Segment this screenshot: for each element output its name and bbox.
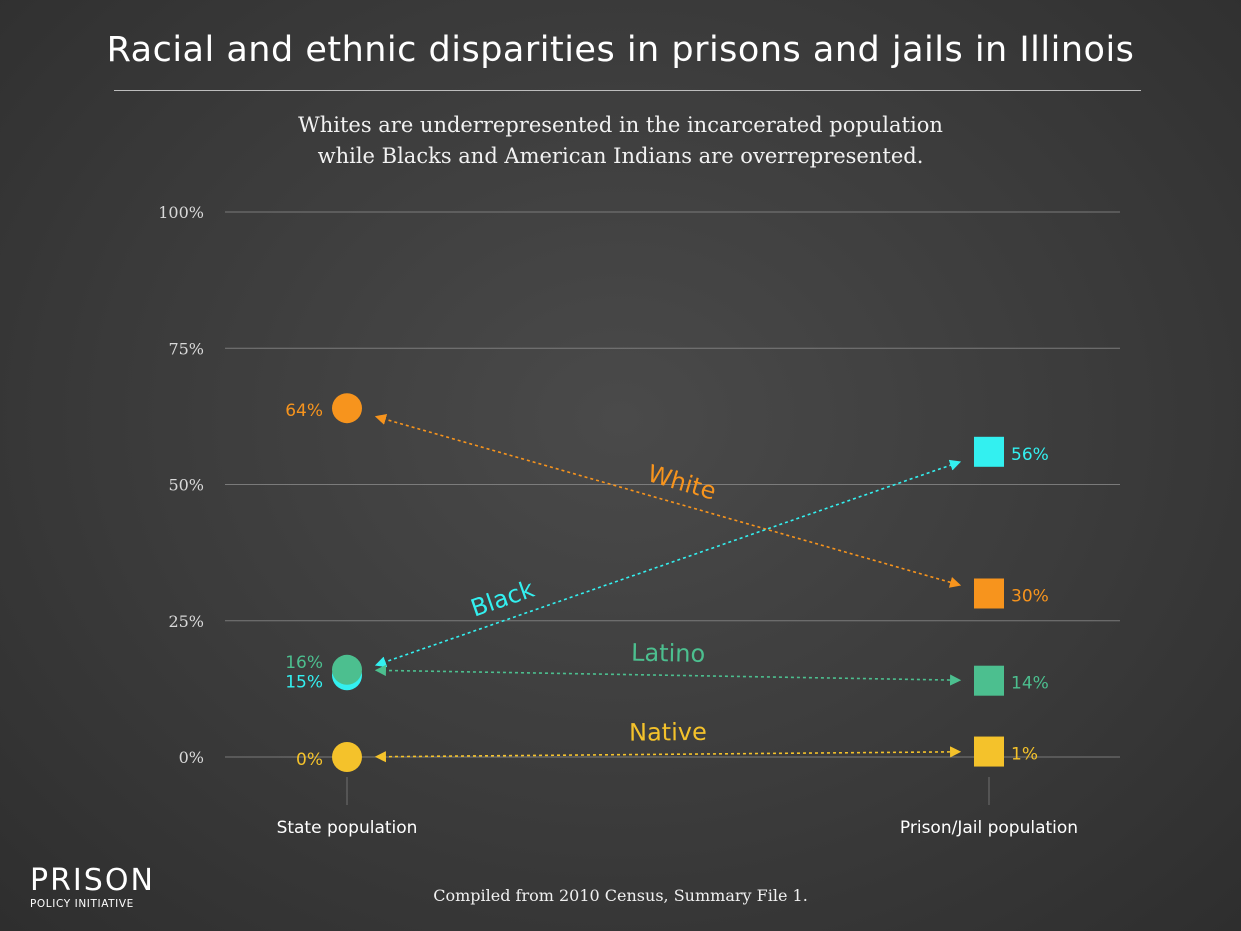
data-label-state-white: 64% [285,401,323,421]
point-prison-white [974,578,1004,609]
data-label-state-black: 15% [285,672,323,692]
point-prison-latino [974,665,1004,696]
connector-white [374,413,962,588]
logo-subtext: POLICY INITIATIVE [30,898,134,910]
connector-black [374,459,962,668]
series-layer [332,393,1004,772]
subtitle-line-2: while Blacks and American Indians are ov… [317,144,924,168]
connector-latino [374,664,962,686]
data-label-state-latino: 16% [285,653,323,673]
series-name-latino: Latino [631,639,706,668]
series-name-native: Native [629,718,707,747]
x-tick-label: State population [277,818,418,838]
y-tick-label: 50% [168,476,204,495]
connector-native [374,746,962,763]
label-layer: 64% 30% White 15% 56% Black 16% 14% Latino 0% 1% Na… [285,401,1049,770]
subtitle-line-1: Whites are underrepresented in the incar… [298,113,943,137]
point-prison-native [974,736,1004,767]
data-label-prison-latino: 14% [1011,674,1049,694]
title-divider [114,90,1141,91]
y-tick-label: 75% [168,339,204,358]
x-tick-label: Prison/Jail population [900,818,1078,838]
data-label-state-native: 0% [296,750,323,770]
point-prison-black [974,436,1004,467]
logo-wordmark: PRISON [30,863,155,898]
y-tick-label: 25% [168,612,204,631]
data-label-prison-black: 56% [1011,445,1049,465]
series-name-white: White [644,459,719,505]
point-state-latino [332,654,362,685]
point-state-native [332,742,362,772]
data-label-prison-white: 30% [1011,587,1049,607]
y-tick-label: 100% [158,203,204,222]
axis-layer: 0% 25% 50% 75% 100% State population Prison/Ja… [158,203,1078,838]
series-name-black: Black [467,575,538,623]
source-note: Compiled from 2010 Census, Summary File … [433,886,808,905]
y-tick-label: 0% [179,748,204,767]
chart-title: Racial and ethnic disparities in prisons… [106,30,1135,70]
data-label-prison-native: 1% [1011,745,1038,765]
chart-subtitle: Whites are underrepresented in the incar… [0,110,1241,172]
prison-policy-initiative-logo: PRISON POLICY INITIATIVE [30,863,155,911]
point-state-white [332,393,362,424]
